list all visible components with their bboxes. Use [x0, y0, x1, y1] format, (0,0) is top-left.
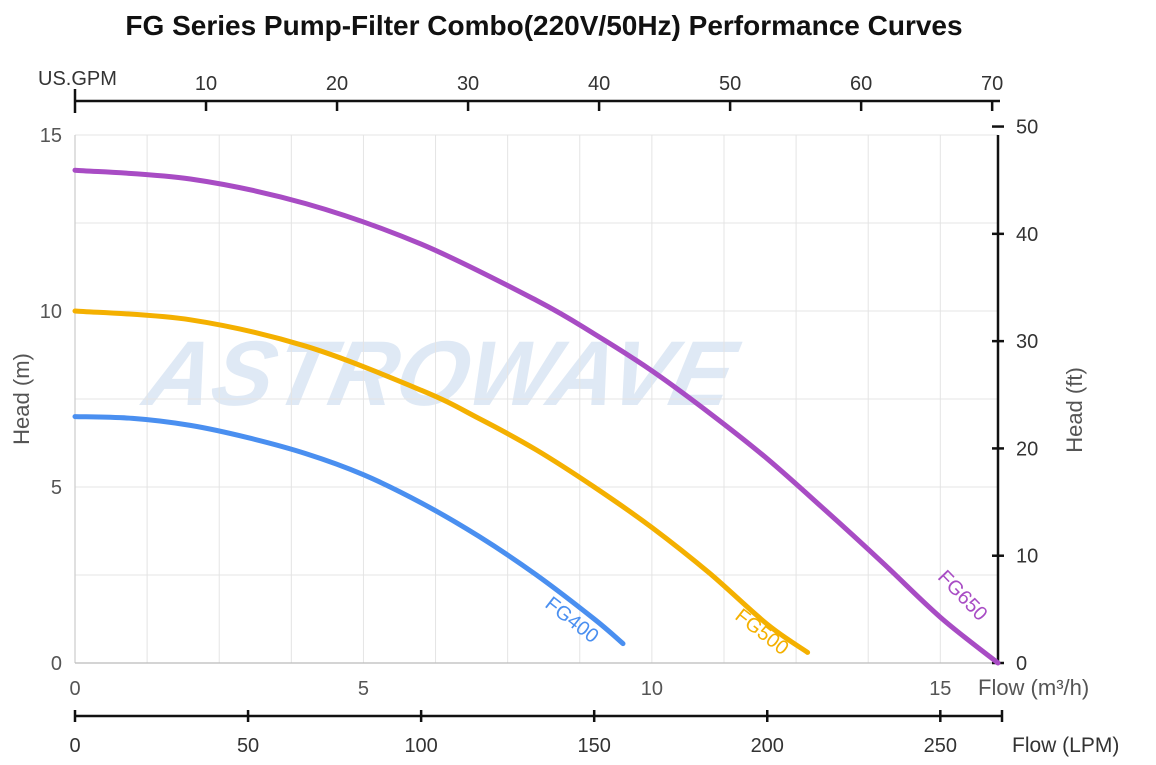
right-tick-label: 40 [1016, 224, 1038, 246]
watermark-logo: ASTROWAVE [135, 322, 748, 425]
lpm-tick-label: 250 [924, 735, 957, 757]
right-tick-label: 0 [1016, 653, 1027, 675]
chart-title: FG Series Pump-Filter Combo(220V/50Hz) P… [125, 10, 962, 41]
left-tick-label: 5 [51, 477, 62, 499]
lpm-tick-label: 50 [237, 735, 259, 757]
grid-lines [75, 134, 998, 663]
series-line-fg650 [72, 167, 1001, 666]
series-line-fg500 [72, 308, 811, 655]
lpm-tick-label: 0 [69, 735, 80, 757]
right-tick-label: 20 [1016, 438, 1038, 460]
bottom-tick-label: 10 [641, 678, 663, 700]
right-tick-label: 30 [1016, 331, 1038, 353]
left-axis-title: Head (m) [9, 353, 34, 445]
right-tick-label: 50 [1016, 117, 1038, 139]
right-axis-title: Head (ft) [1062, 367, 1087, 453]
top-tick-label: 40 [588, 73, 610, 95]
top-tick-label: 60 [850, 73, 872, 95]
top-tick-label: 50 [719, 73, 741, 95]
axes [73, 89, 1004, 722]
left-tick-label: 0 [51, 653, 62, 675]
top-tick-label: 20 [326, 73, 348, 95]
lpm-axis-title: Flow (LPM) [1012, 734, 1119, 757]
top-tick-label: 10 [195, 73, 217, 95]
left-tick-label: 10 [40, 301, 62, 323]
left-tick-label: 15 [40, 125, 62, 147]
bottom-axis-title: Flow (m³/h) [978, 675, 1089, 700]
top-tick-label: 70 [981, 73, 1003, 95]
bottom-tick-label: 0 [69, 678, 80, 700]
right-tick-label: 10 [1016, 546, 1038, 568]
series-line-fg400 [72, 414, 626, 647]
series-label-fg500: FG500 [731, 605, 793, 660]
lpm-tick-label: 150 [578, 735, 611, 757]
bottom-tick-label: 5 [358, 678, 369, 700]
lpm-tick-label: 200 [751, 735, 784, 757]
bottom-tick-label: 15 [929, 678, 951, 700]
lpm-tick-label: 100 [404, 735, 437, 757]
top-tick-label: 30 [457, 73, 479, 95]
top-axis-title: US.GPM [38, 68, 117, 90]
